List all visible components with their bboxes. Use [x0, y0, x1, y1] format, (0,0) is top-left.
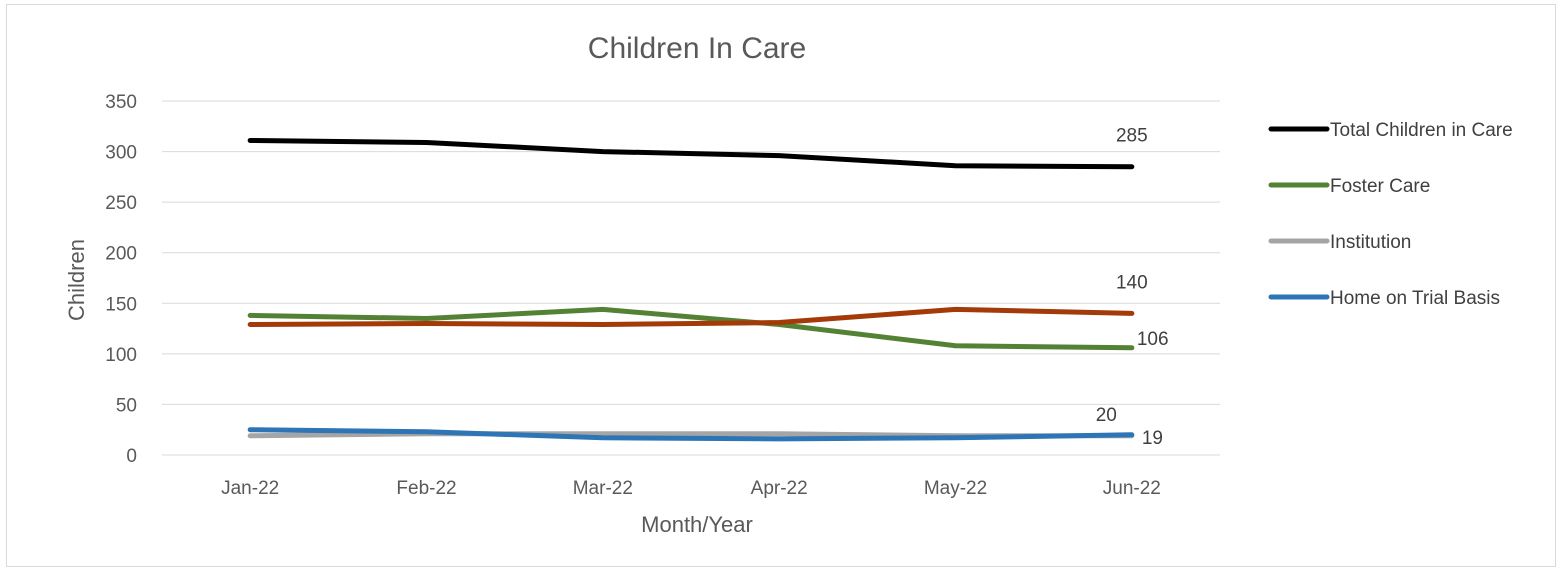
- series-line-foster-care: [247, 306, 1135, 351]
- data-label: 106: [1137, 329, 1169, 350]
- y-tick-label: 300: [105, 143, 137, 164]
- y-tick-label: 100: [105, 345, 137, 366]
- y-axis-ticks: 0 50 100 150 200 250 300 350: [105, 92, 137, 467]
- legend-item: Home on Trial Basis: [1268, 288, 1500, 309]
- legend-label: Total Children in Care: [1330, 120, 1513, 141]
- y-tick-label: 0: [126, 446, 137, 467]
- x-tick-label: Apr-22: [751, 478, 808, 499]
- data-label: 140: [1116, 272, 1148, 293]
- line-chart: Children In Care 0 50 100 150 200 250 300 350 J…: [64, 32, 1513, 537]
- legend-item: Institution: [1268, 232, 1411, 253]
- legend-item: Total Children in Care: [1268, 120, 1513, 141]
- x-tick-label: May-22: [924, 478, 987, 499]
- x-tick-label: Jan-22: [221, 478, 279, 499]
- x-axis-ticks: Jan-22 Feb-22 Mar-22 Apr-22 May-22 Jun-22: [221, 478, 1161, 499]
- x-tick-label: Feb-22: [396, 478, 456, 499]
- data-label: 285: [1116, 126, 1148, 147]
- legend-label: Home on Trial Basis: [1330, 288, 1500, 309]
- gridlines: [162, 100, 1220, 456]
- data-labels: 285 106 19 20 140: [1096, 126, 1169, 449]
- legend: Total Children in Care Foster Care Institu…: [1268, 120, 1513, 309]
- chart-title: Children In Care: [588, 32, 806, 65]
- series-lines: [247, 137, 1135, 442]
- series-line-home-on-trial-basis: [247, 427, 1135, 442]
- y-tick-label: 50: [116, 395, 137, 416]
- data-label: 20: [1096, 405, 1117, 426]
- chart-frame: Children In Care 0 50 100 150 200 250 300 350 J…: [6, 4, 1556, 567]
- series-line-total-children-in-care: [247, 137, 1135, 170]
- x-tick-label: Jun-22: [1103, 478, 1161, 499]
- x-axis-title: Month/Year: [641, 512, 753, 537]
- data-label: 19: [1142, 428, 1163, 449]
- x-tick-label: Mar-22: [573, 478, 633, 499]
- legend-label: Foster Care: [1330, 176, 1430, 197]
- legend-label: Institution: [1330, 232, 1411, 253]
- y-tick-label: 250: [105, 193, 137, 214]
- y-tick-label: 150: [105, 294, 137, 315]
- legend-item: Foster Care: [1268, 176, 1430, 197]
- y-tick-label: 200: [105, 244, 137, 265]
- y-axis-title: Children: [64, 239, 89, 321]
- y-tick-label: 350: [105, 92, 137, 113]
- series-line-unnamed: [247, 306, 1135, 328]
